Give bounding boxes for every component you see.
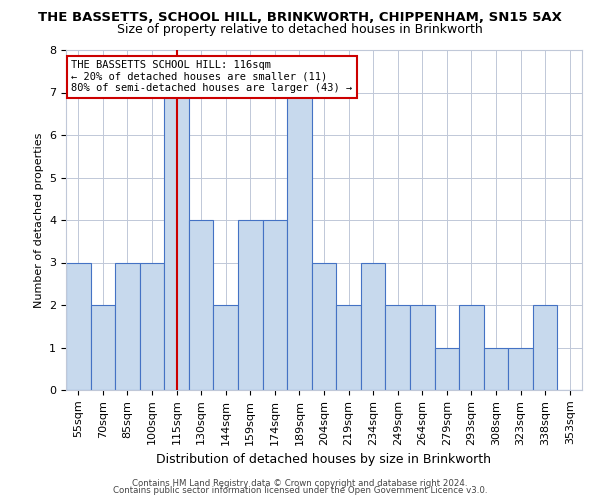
Text: Contains public sector information licensed under the Open Government Licence v3: Contains public sector information licen… bbox=[113, 486, 487, 495]
Text: THE BASSETTS SCHOOL HILL: 116sqm
← 20% of detached houses are smaller (11)
80% o: THE BASSETTS SCHOOL HILL: 116sqm ← 20% o… bbox=[71, 60, 352, 94]
Bar bbox=[410, 305, 434, 390]
Bar bbox=[434, 348, 459, 390]
Bar bbox=[312, 262, 336, 390]
X-axis label: Distribution of detached houses by size in Brinkworth: Distribution of detached houses by size … bbox=[157, 453, 491, 466]
Bar bbox=[385, 305, 410, 390]
Bar bbox=[214, 305, 238, 390]
Bar bbox=[336, 305, 361, 390]
Bar bbox=[484, 348, 508, 390]
Y-axis label: Number of detached properties: Number of detached properties bbox=[34, 132, 44, 308]
Bar bbox=[361, 262, 385, 390]
Bar bbox=[140, 262, 164, 390]
Text: Size of property relative to detached houses in Brinkworth: Size of property relative to detached ho… bbox=[117, 22, 483, 36]
Bar bbox=[459, 305, 484, 390]
Bar bbox=[115, 262, 140, 390]
Bar bbox=[238, 220, 263, 390]
Bar bbox=[189, 220, 214, 390]
Bar bbox=[263, 220, 287, 390]
Text: THE BASSETTS, SCHOOL HILL, BRINKWORTH, CHIPPENHAM, SN15 5AX: THE BASSETTS, SCHOOL HILL, BRINKWORTH, C… bbox=[38, 11, 562, 24]
Bar bbox=[66, 262, 91, 390]
Bar bbox=[508, 348, 533, 390]
Bar bbox=[287, 92, 312, 390]
Text: Contains HM Land Registry data © Crown copyright and database right 2024.: Contains HM Land Registry data © Crown c… bbox=[132, 478, 468, 488]
Bar bbox=[164, 92, 189, 390]
Bar bbox=[533, 305, 557, 390]
Bar bbox=[91, 305, 115, 390]
